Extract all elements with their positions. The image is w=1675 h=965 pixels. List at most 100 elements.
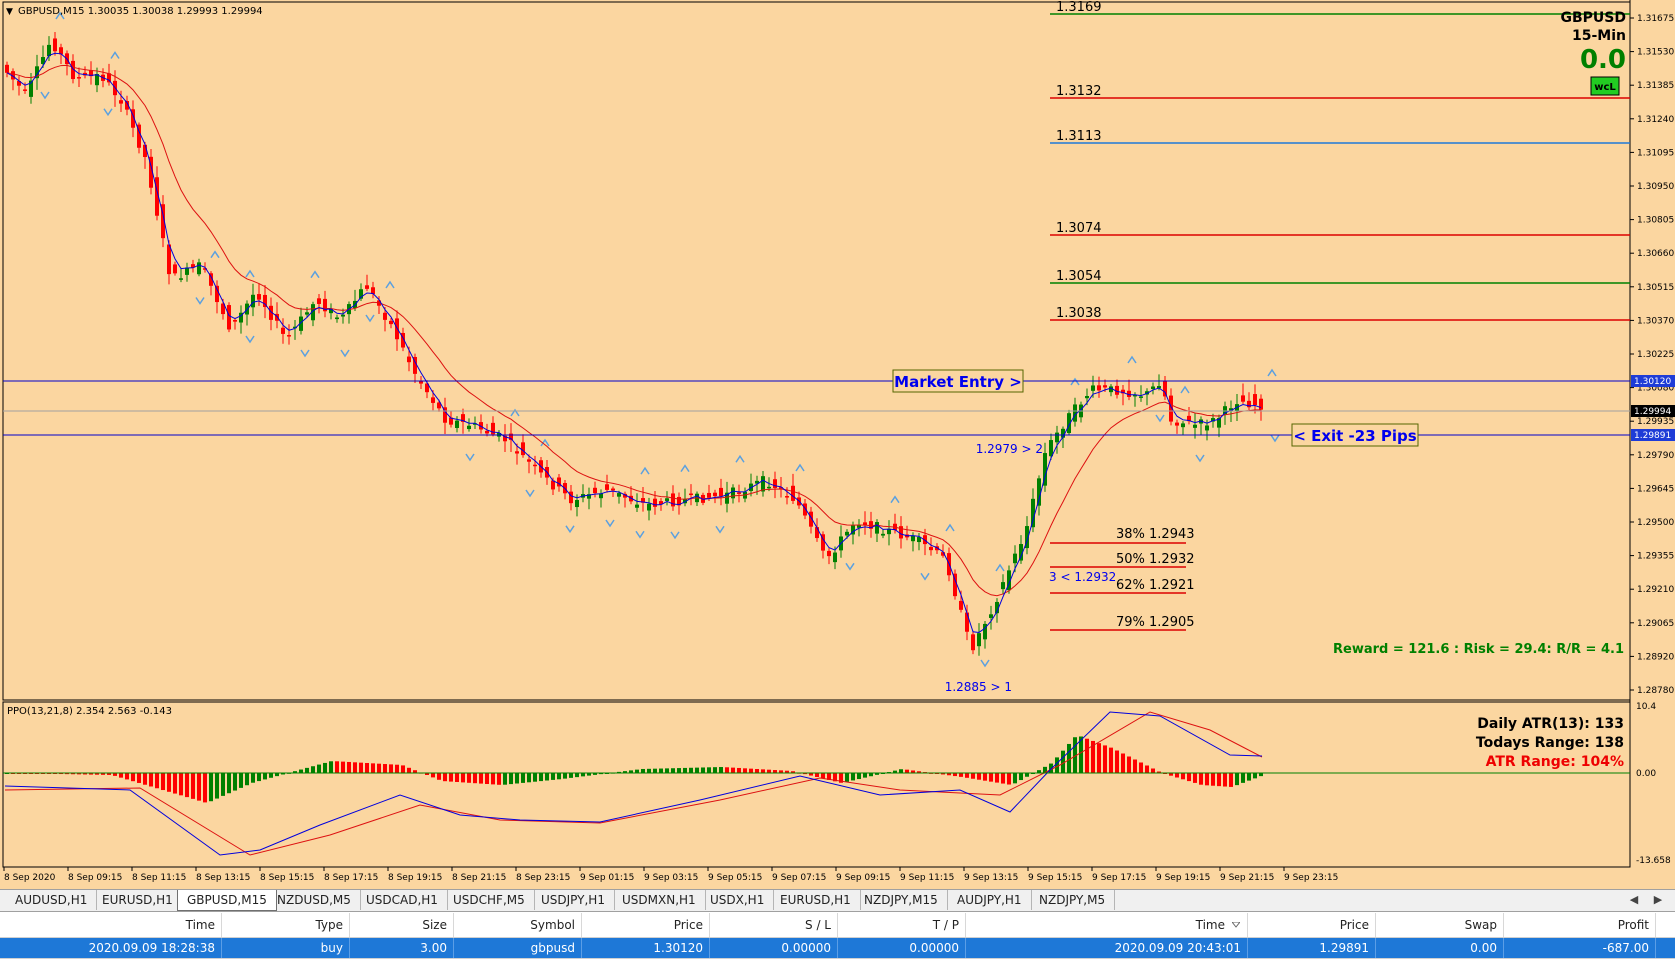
ppo-histogram-bar <box>65 773 69 775</box>
cell-close-price: 1.29891 <box>1248 938 1376 958</box>
col-profit[interactable]: Profit <box>1504 913 1656 937</box>
candle-body <box>851 525 855 535</box>
tab-usdjpy-h1[interactable]: USDJPY,H1 <box>532 890 615 910</box>
tab-usdmxn-h1[interactable]: USDMXN,H1 <box>613 890 706 910</box>
tab-usdchf-m5[interactable]: USDCHF,M5 <box>444 890 535 910</box>
fib-50-label: 50% 1.2932 <box>1116 552 1195 567</box>
col-size[interactable]: Size <box>350 913 454 937</box>
market-entry-label: Market Entry > <box>894 373 1022 391</box>
candle-body <box>575 500 579 508</box>
tab-eurusd-h1-2[interactable]: EURUSD,H1 <box>771 890 861 910</box>
tab-audusd-h1[interactable]: AUDUSD,H1 <box>6 890 98 910</box>
ppo-histogram-bar <box>311 766 315 773</box>
col-sl[interactable]: S / L <box>710 913 838 937</box>
col-type[interactable]: Type <box>222 913 350 937</box>
ppo-histogram-bar <box>467 773 471 783</box>
candle-body <box>1133 394 1137 397</box>
collapse-icon[interactable]: ▼ <box>6 7 13 17</box>
candle-body <box>239 312 243 323</box>
candle-body <box>29 80 33 97</box>
fib-62-label: 62% 1.2921 <box>1116 578 1195 593</box>
price-tick-label: 1.29790 <box>1637 451 1674 461</box>
ppo-histogram-bar <box>761 769 765 773</box>
ppo-histogram-bar <box>1229 773 1233 787</box>
candle-body <box>977 633 981 647</box>
cell-sl: 0.00000 <box>710 938 838 958</box>
ppo-histogram-bar <box>191 773 195 799</box>
tab-scroll-left-icon[interactable]: ◀ <box>1629 893 1639 906</box>
ppo-histogram-bar <box>119 773 123 778</box>
tab-audjpy-h1[interactable]: AUDJPY,H1 <box>948 890 1032 910</box>
tab-gbpusd-m15[interactable]: GBPUSD,M15 <box>177 890 277 911</box>
candle-body <box>35 66 39 79</box>
ppo-histogram-bar <box>107 773 111 775</box>
candle-body <box>1115 385 1119 395</box>
candle-body <box>857 524 861 528</box>
candle-body <box>773 479 777 489</box>
ppo-histogram-bar <box>533 773 537 782</box>
ppo-histogram-bar <box>1115 750 1119 773</box>
exit-box <box>1291 423 1419 447</box>
fractal-down-icon <box>845 562 855 571</box>
candle-body <box>197 262 201 275</box>
tab-eurusd-h1[interactable]: EURUSD,H1 <box>93 890 183 910</box>
candle-body <box>761 476 765 492</box>
tab-usdx-h1[interactable]: USDX,H1 <box>701 890 775 910</box>
table-row[interactable]: 2020.09.09 18:28:38 buy 3.00 gbpusd 1.30… <box>0 938 1675 958</box>
candle-body <box>887 528 891 535</box>
col-close-price[interactable]: Price <box>1248 913 1376 937</box>
price-tick-label: 1.29935 <box>1637 417 1674 427</box>
tab-scroll-right-icon[interactable]: ▶ <box>1653 893 1663 906</box>
fractal-down-icon <box>1270 434 1280 443</box>
ppo-histogram-bar <box>557 773 561 780</box>
level-label: 1.3169 <box>1056 0 1102 15</box>
ppo-histogram-bar <box>281 773 285 775</box>
ppo-histogram-bar <box>257 773 261 782</box>
timeframe-label: 15-Min <box>1572 28 1626 44</box>
price-tick-label: 1.29500 <box>1637 518 1674 528</box>
price-tick-label: 1.31530 <box>1637 48 1674 58</box>
candle-body <box>1043 453 1047 486</box>
candle-body <box>119 100 123 104</box>
ppo-histogram-bar <box>971 773 975 779</box>
tab-nzdusd-m5[interactable]: NZDUSD,M5 <box>268 890 361 910</box>
candle-body <box>875 522 879 534</box>
price-chart[interactable]: 1.3169 1.3132 1.3113 1.3074 1.3054 1.3038 1.3… <box>0 0 1675 889</box>
col-swap[interactable]: Swap <box>1376 913 1504 937</box>
tab-nzdjpy-m5[interactable]: NZDJPY,M5 <box>1030 890 1116 910</box>
col-open-time[interactable]: Time <box>0 913 222 937</box>
tab-usdcad-h1[interactable]: USDCAD,H1 <box>357 890 448 910</box>
ppo-histogram-bar <box>449 773 453 782</box>
candle-body <box>335 317 339 320</box>
ppo-histogram-bar <box>479 773 483 784</box>
symbol-tabs: AUDUSD,H1 EURUSD,H1 GBPUSD,M15 NZDUSD,M5… <box>0 889 1675 912</box>
ppo-histogram-bar <box>869 773 873 777</box>
cell-open-price: 1.30120 <box>582 938 710 958</box>
candle-body <box>1007 570 1011 591</box>
candle-body <box>461 414 465 422</box>
candle-body <box>59 47 63 55</box>
col-open-price[interactable]: Price <box>582 913 710 937</box>
candles <box>5 32 1263 656</box>
time-tick-label: 8 Sep 2020 <box>4 873 56 883</box>
ppo-histogram-bar <box>1217 773 1221 787</box>
candle-body <box>983 623 987 640</box>
candle-body <box>515 451 519 454</box>
col-tp[interactable]: T / P <box>838 913 966 937</box>
ppo-histogram-bar <box>197 773 201 801</box>
col-close-time[interactable]: Time <box>966 913 1248 937</box>
candle-body <box>941 552 945 556</box>
candle-body <box>785 496 789 498</box>
ppo-histogram-bar <box>473 773 477 784</box>
time-tick-label: 9 Sep 19:15 <box>1156 873 1210 883</box>
candle-body <box>167 244 171 275</box>
candle-body <box>323 298 327 312</box>
candle-body <box>1073 404 1077 422</box>
ppo-histogram-bar <box>569 773 573 778</box>
col-symbol[interactable]: Symbol <box>454 913 582 937</box>
ppo-histogram-bar <box>59 773 63 775</box>
symbol-label: GBPUSD <box>1561 10 1627 26</box>
tab-nzdjpy-m15[interactable]: NZDJPY,M15 <box>855 890 948 910</box>
ppo-histogram-bar <box>299 769 303 773</box>
candle-body <box>1211 418 1215 422</box>
